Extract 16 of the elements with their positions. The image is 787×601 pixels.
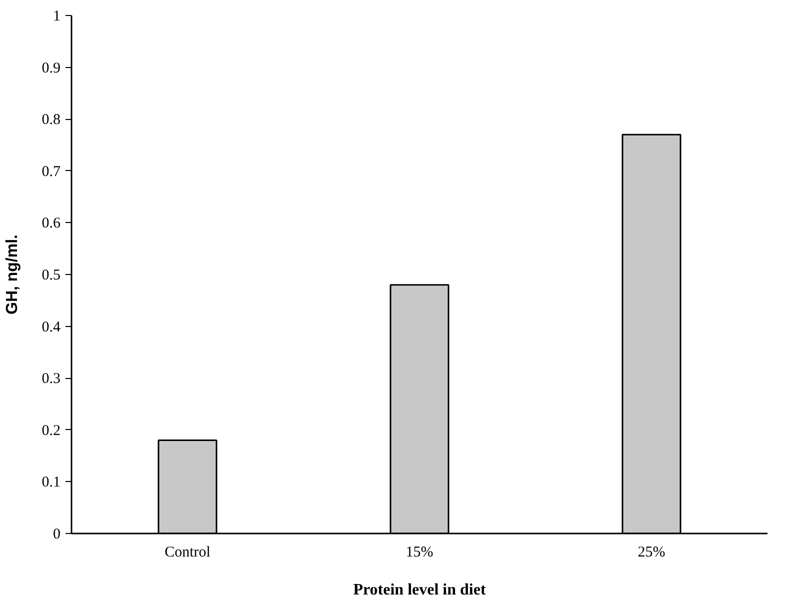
y-tick-label: 0.3 xyxy=(42,371,60,388)
x-tick-label: Control xyxy=(164,544,210,560)
y-tick-label: 0.8 xyxy=(42,112,60,128)
y-tick-label: 0.5 xyxy=(42,268,60,284)
x-tick-label: 25% xyxy=(638,544,666,560)
y-tick-label: 0.2 xyxy=(42,422,60,439)
y-tick-label: 0.6 xyxy=(42,216,61,232)
x-tick-label: 15% xyxy=(406,544,434,560)
y-axis-title: GH, ng/ml. xyxy=(4,234,21,314)
y-tick-label: 0.4 xyxy=(42,319,61,336)
y-tick-label: 0.9 xyxy=(42,60,60,76)
y-tick-label: 0 xyxy=(53,526,60,542)
x-axis-title: Protein level in diet xyxy=(353,582,486,598)
y-tick-label: 0.7 xyxy=(42,164,61,180)
y-tick-label: 0.1 xyxy=(42,474,60,491)
y-tick-label: 1 xyxy=(53,8,60,24)
